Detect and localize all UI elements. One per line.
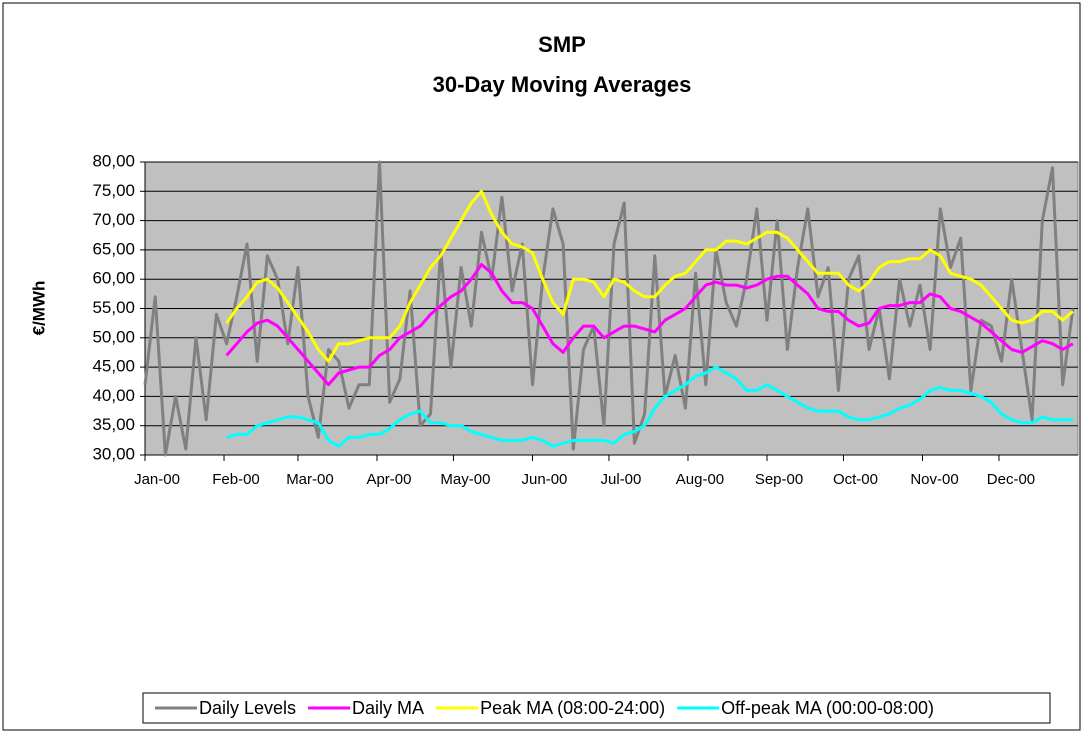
y-tick-label: 35,00 [92, 415, 135, 434]
legend-label: Off-peak MA (00:00-08:00) [721, 698, 934, 718]
legend-label: Daily MA [352, 698, 424, 718]
y-tick-label: 40,00 [92, 386, 135, 405]
x-tick-label: Nov-00 [910, 471, 958, 488]
x-tick-label: Jun-00 [522, 471, 568, 488]
y-tick-label: 75,00 [92, 181, 135, 200]
x-tick-label: Jul-00 [601, 471, 642, 488]
legend-label: Daily Levels [199, 698, 296, 718]
y-tick-label: 60,00 [92, 269, 135, 288]
y-axis-label: €/MWh [29, 281, 48, 336]
series-line [225, 189, 1074, 363]
chart-subtitle: 30-Day Moving Averages [433, 72, 692, 97]
x-tick-label: Jan-00 [134, 471, 180, 488]
x-tick-label: Mar-00 [286, 471, 334, 488]
legend-label: Peak MA (08:00-24:00) [480, 698, 665, 718]
x-tick-label: Apr-00 [366, 471, 411, 488]
y-tick-label: 65,00 [92, 239, 135, 258]
y-tick-label: 30,00 [92, 444, 135, 463]
x-tick-label: Aug-00 [676, 471, 724, 488]
x-tick-label: May-00 [440, 471, 490, 488]
y-tick-label: 55,00 [92, 298, 135, 317]
y-tick-label: 70,00 [92, 210, 135, 229]
x-tick-label: Sep-00 [755, 471, 803, 488]
legend-box [142, 692, 1051, 724]
y-tick-label: 50,00 [92, 327, 135, 346]
x-tick-label: Dec-00 [987, 471, 1035, 488]
x-tick-label: Oct-00 [833, 471, 878, 488]
chart-title: SMP [538, 32, 586, 57]
series-line [225, 263, 1074, 387]
y-tick-label: 45,00 [92, 357, 135, 376]
series-line [226, 365, 1073, 448]
x-tick-label: Feb-00 [212, 471, 260, 488]
y-tick-label: 80,00 [92, 151, 135, 170]
